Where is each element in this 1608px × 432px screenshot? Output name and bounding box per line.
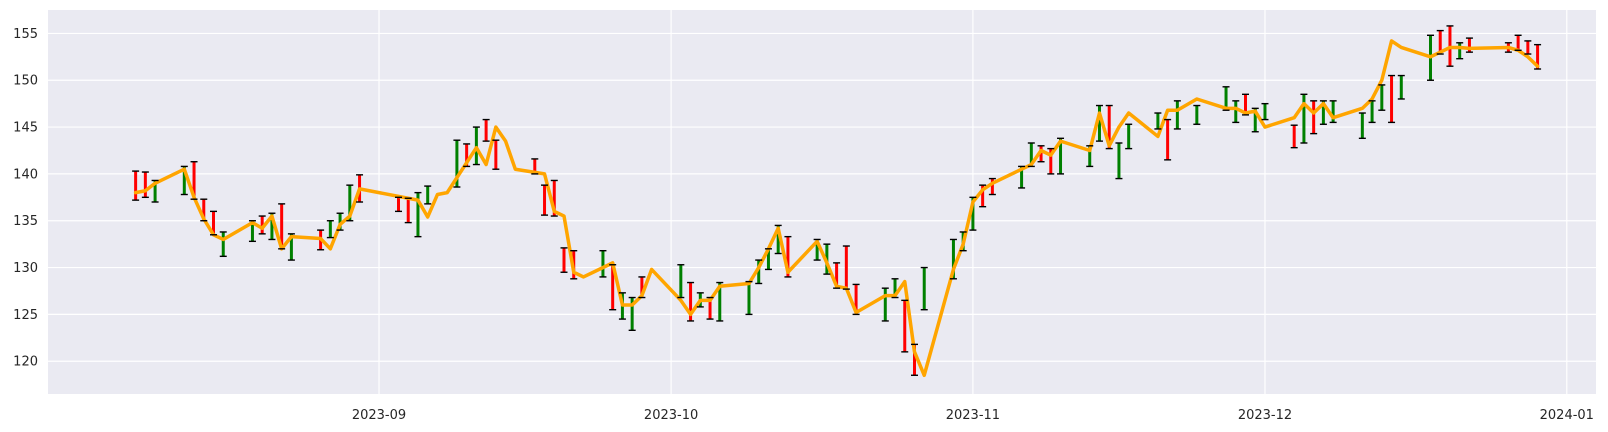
range-caps [132, 25, 1542, 376]
x-tick-label: 2024-01 [1540, 408, 1594, 423]
y-tick-label: 145 [13, 121, 38, 136]
grid-lines [48, 10, 1596, 394]
y-tick-label: 150 [13, 74, 38, 89]
close-price-line [133, 39, 1540, 378]
y-tick-label: 140 [13, 167, 38, 182]
x-tick-labels: 2023-09 2023-10 2023-11 2023-12 2024-01 [352, 408, 1594, 423]
x-tick-label: 2023-09 [352, 408, 406, 423]
y-tick-labels: 120 125 130 135 140 145 150 155 [13, 27, 38, 370]
y-tick-label: 135 [13, 214, 38, 229]
y-tick-label: 125 [13, 308, 38, 323]
x-tick-label: 2023-12 [1238, 408, 1292, 423]
x-tick-label: 2023-11 [946, 408, 1000, 423]
close-line-layer [133, 39, 1540, 378]
y-tick-label: 130 [13, 261, 38, 276]
y-tick-label: 155 [13, 27, 38, 42]
plot-background [48, 10, 1596, 394]
y-tick-label: 120 [13, 355, 38, 370]
x-tick-label: 2023-10 [644, 408, 698, 423]
